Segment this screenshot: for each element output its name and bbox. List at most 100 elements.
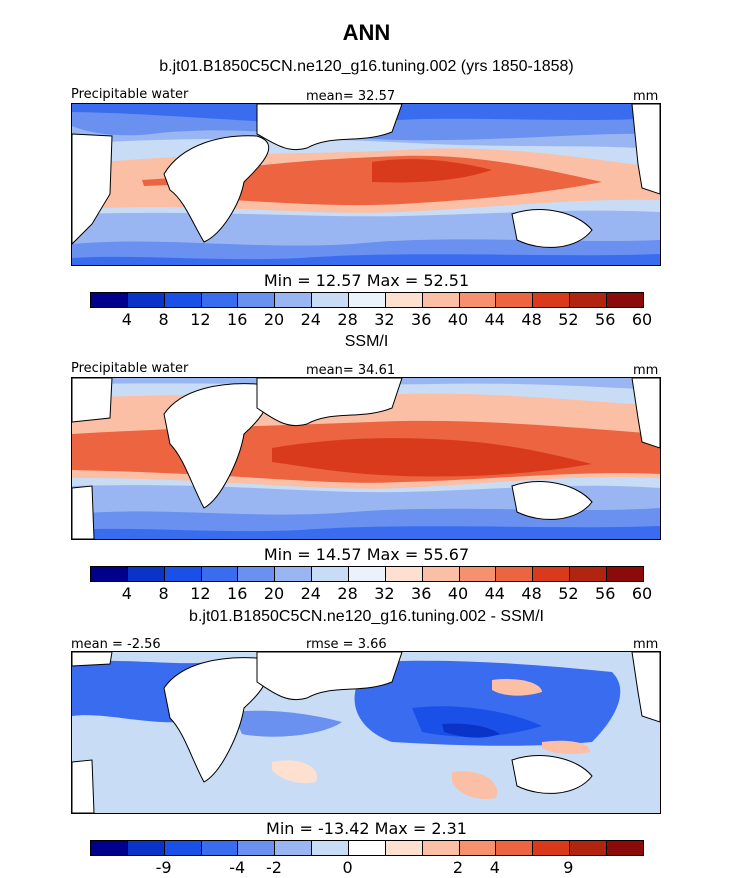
colorbar-tick-label: 2 (452, 858, 464, 877)
colorbar-tick-label: -2 (266, 858, 282, 877)
colorbar-swatch (127, 293, 165, 307)
colorbar-swatch (422, 567, 460, 581)
panel-2-mean-label: mean= 34.61 (306, 363, 396, 378)
colorbar-swatch (275, 567, 313, 581)
colorbar-tick-label: 44 (484, 584, 505, 603)
colorbar-swatch (275, 293, 313, 307)
colorbar-tick-label: 48 (521, 310, 542, 329)
colorbar-tick-label: 4 (121, 310, 132, 329)
colorbar-swatch (164, 293, 202, 307)
panel-1-title: b.jt01.B1850C5CN.ne120_g16.tuning.002 (y… (159, 58, 574, 75)
colorbar-swatch (127, 567, 165, 581)
panel-2-title: SSM/I (344, 333, 389, 350)
panel-2-colorbar-ticks: 4 8 12 16 20 24 28 32 36 40 44 48 52 56 60 (90, 584, 652, 603)
colorbar-tick-label: -4 (229, 858, 246, 877)
colorbar-tick-label: 40 (447, 310, 469, 329)
colorbar-tick-label: 56 (595, 310, 616, 329)
colorbar-swatch (496, 841, 534, 855)
colorbar-tick-label: 60 (631, 310, 653, 329)
panel-1-colorbar (90, 292, 644, 308)
colorbar-tick-label: 12 (190, 584, 211, 603)
colorbar-swatch (127, 841, 165, 855)
colorbar-swatch (238, 567, 276, 581)
colorbar-swatch (91, 567, 128, 581)
colorbar-swatch (91, 293, 128, 307)
panel-3-units-label: mm (633, 637, 659, 652)
colorbar-tick-label: 24 (300, 310, 321, 329)
colorbar-swatch (570, 841, 608, 855)
colorbar-swatch (422, 293, 460, 307)
colorbar-tick-label: 4 (121, 584, 132, 603)
colorbar-swatch (238, 293, 276, 307)
colorbar-swatch (349, 841, 386, 855)
colorbar-swatch (607, 841, 643, 855)
panel-1-units-label: mm (633, 89, 659, 104)
colorbar-tick-label: 24 (300, 584, 321, 603)
colorbar-swatch (312, 841, 350, 855)
colorbar-swatch (533, 841, 571, 855)
panel-1-colorbar-ticks: 4 8 12 16 20 24 28 32 36 40 44 48 52 56 60 (90, 310, 652, 329)
colorbar-swatch (201, 567, 239, 581)
colorbar-swatch (570, 567, 608, 581)
colorbar-tick-label: 52 (558, 310, 579, 329)
colorbar-tick-label: 20 (263, 584, 285, 603)
colorbar-tick-label: 60 (631, 584, 653, 603)
panel-2-colorbar (90, 566, 644, 582)
panel-3-min-max: Min = -13.42 Max = 2.31 (266, 819, 467, 838)
colorbar-tick-label: 48 (521, 584, 542, 603)
colorbar-tick-label: 28 (337, 310, 358, 329)
colorbar-swatch (201, 293, 239, 307)
colorbar-swatch (459, 841, 497, 855)
panel-2-units-label: mm (633, 363, 659, 378)
colorbar-swatch (349, 567, 386, 581)
colorbar-tick-label: 0 (342, 858, 353, 877)
colorbar-tick-label: 56 (595, 584, 616, 603)
colorbar-swatch (385, 567, 423, 581)
colorbar-swatch (459, 293, 497, 307)
colorbar-tick-label: 4 (489, 858, 500, 877)
colorbar-swatch (275, 841, 313, 855)
colorbar-swatch (385, 841, 423, 855)
colorbar-tick-label: -9 (155, 858, 172, 877)
colorbar-swatch (607, 293, 643, 307)
colorbar-swatch (238, 841, 276, 855)
colorbar-tick-label: 36 (411, 584, 432, 603)
colorbar-swatch (349, 293, 386, 307)
panel-3-rmse-label: rmse = 3.66 (306, 637, 387, 652)
colorbar-swatch (533, 567, 571, 581)
colorbar-swatch (422, 841, 460, 855)
colorbar-swatch (164, 841, 202, 855)
colorbar-swatch (496, 567, 534, 581)
colorbar-swatch (533, 293, 571, 307)
colorbar-tick-label: 12 (190, 310, 211, 329)
panel-3-colorbar (90, 840, 644, 856)
panel-2-min-max: Min = 14.57 Max = 55.67 (263, 545, 470, 564)
colorbar-tick-label: 32 (374, 584, 395, 603)
panel-3-map (71, 651, 661, 814)
main-title: ANN (342, 20, 391, 45)
panel-3-mean-label: mean = -2.56 (71, 637, 161, 652)
colorbar-swatch (607, 567, 643, 581)
colorbar-swatch (496, 293, 534, 307)
colorbar-swatch (312, 567, 350, 581)
colorbar-tick-label: 32 (374, 310, 395, 329)
panel-1-mean-label: mean= 32.57 (306, 89, 396, 104)
panel-3-colorbar-ticks: -9 -4 -2 0 2 4 9 (90, 858, 642, 877)
panel-1-map (71, 103, 661, 266)
colorbar-tick-label: 16 (227, 310, 248, 329)
panel-2-variable-label: Precipitable water (71, 361, 189, 376)
colorbar-tick-label: 16 (227, 584, 248, 603)
colorbar-swatch (91, 841, 128, 855)
colorbar-tick-label: 40 (447, 584, 469, 603)
colorbar-tick-label: 9 (563, 858, 574, 877)
colorbar-tick-label: 8 (158, 310, 169, 329)
colorbar-tick-label: 20 (263, 310, 285, 329)
colorbar-tick-label: 52 (558, 584, 579, 603)
colorbar-swatch (164, 567, 202, 581)
panel-1-min-max: Min = 12.57 Max = 52.51 (263, 271, 470, 290)
colorbar-swatch (201, 841, 239, 855)
panel-1-variable-label: Precipitable water (71, 87, 189, 102)
colorbar-tick-label: 44 (484, 310, 505, 329)
colorbar-tick-label: 8 (158, 584, 169, 603)
colorbar-swatch (570, 293, 608, 307)
